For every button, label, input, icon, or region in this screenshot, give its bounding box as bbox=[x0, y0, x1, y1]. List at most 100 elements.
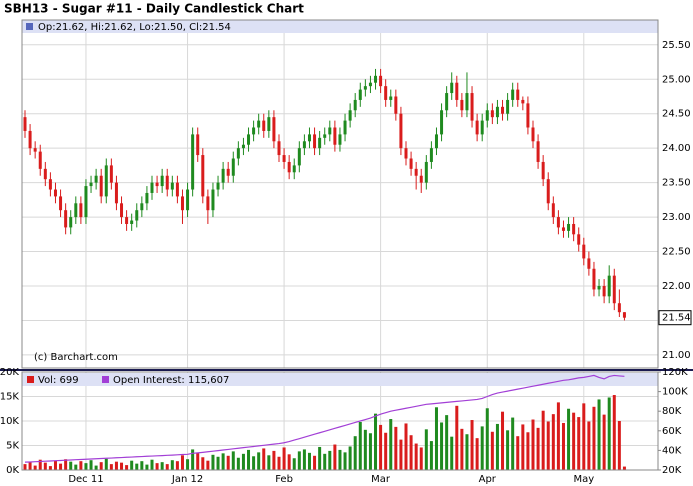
candle-body bbox=[38, 151, 42, 169]
volume-bar bbox=[501, 411, 505, 470]
candle-body bbox=[379, 75, 383, 87]
candle-body bbox=[64, 210, 68, 228]
volume-bar bbox=[297, 451, 301, 470]
volume-bar bbox=[394, 426, 398, 470]
volume-tick-label: 10K bbox=[0, 416, 19, 427]
candle-body bbox=[247, 134, 251, 145]
volume-bar bbox=[155, 463, 159, 470]
volume-bar bbox=[318, 446, 322, 470]
volume-bar bbox=[165, 464, 169, 470]
last-price-label: 21.54 bbox=[662, 313, 691, 324]
volume-tick-label: 5K bbox=[6, 441, 19, 452]
volume-bar bbox=[257, 452, 261, 470]
candle-body bbox=[526, 103, 530, 128]
candle-body bbox=[429, 148, 433, 162]
chart-title: SBH13 - Sugar #11 - Daily Candlestick Ch… bbox=[4, 2, 304, 16]
candle-body bbox=[125, 217, 129, 224]
volume-bar bbox=[384, 432, 388, 470]
y-tick-label: 25.50 bbox=[662, 40, 691, 51]
volume-bar bbox=[429, 441, 433, 470]
volume-bar bbox=[516, 436, 520, 470]
volume-bar bbox=[485, 408, 489, 470]
candle-body bbox=[318, 137, 322, 149]
oi-tick-label: 60K bbox=[662, 426, 682, 437]
volume-bar bbox=[561, 422, 565, 470]
candle-body bbox=[79, 203, 83, 218]
volume-bar bbox=[221, 453, 225, 470]
volume-bar bbox=[572, 412, 576, 470]
volume-bar bbox=[531, 419, 535, 470]
y-tick-label: 21.00 bbox=[662, 350, 691, 361]
volume-bar bbox=[597, 399, 601, 470]
volume-bar bbox=[475, 438, 479, 470]
candle-body bbox=[546, 179, 550, 204]
volume-bar bbox=[379, 424, 383, 470]
candle-body bbox=[191, 134, 195, 190]
volume-bar bbox=[79, 461, 83, 470]
volume-legend-strip bbox=[22, 373, 658, 386]
x-tick-label: Apr bbox=[479, 474, 497, 485]
volume-frame bbox=[21, 371, 659, 471]
volume-bar bbox=[175, 461, 179, 470]
candle-body bbox=[287, 161, 291, 173]
y-tick-label: 23.00 bbox=[662, 212, 691, 223]
y-tick-label: 22.50 bbox=[662, 247, 691, 258]
oi-legend: Open Interest: 115,607 bbox=[113, 375, 229, 386]
candle-body bbox=[109, 165, 113, 183]
volume-bar bbox=[64, 459, 68, 470]
x-tick-label: May bbox=[573, 474, 594, 485]
volume-bar bbox=[363, 429, 367, 470]
volume-bar bbox=[114, 461, 118, 470]
candle-body bbox=[43, 168, 47, 180]
candle-body bbox=[160, 175, 164, 187]
oi-tick-label: 40K bbox=[662, 445, 682, 456]
candle-body bbox=[490, 110, 494, 118]
volume-bar bbox=[201, 457, 205, 470]
candle-body bbox=[572, 223, 576, 235]
candle-body bbox=[114, 182, 118, 204]
candle-body bbox=[307, 134, 311, 142]
oi-tick-label: 120K bbox=[662, 367, 688, 378]
candle-body bbox=[277, 141, 281, 156]
candle-body bbox=[313, 134, 317, 149]
candle-body bbox=[582, 244, 586, 259]
volume-bar bbox=[602, 414, 606, 470]
volume-bar bbox=[109, 464, 113, 470]
candle-body bbox=[470, 93, 474, 121]
volume-bar bbox=[267, 455, 271, 470]
x-tick-label: Dec 11 bbox=[68, 474, 103, 485]
watermark: (c) Barchart.com bbox=[34, 352, 118, 363]
volume-bar bbox=[262, 448, 266, 470]
candle-body bbox=[135, 210, 139, 221]
volume-bar bbox=[480, 426, 484, 470]
candle-body bbox=[226, 168, 230, 176]
candle-body bbox=[241, 144, 245, 149]
candle-body bbox=[399, 113, 403, 149]
volume-bar bbox=[338, 449, 342, 470]
volume-bar bbox=[99, 462, 103, 470]
candle-body bbox=[257, 120, 261, 128]
candle-body bbox=[69, 217, 73, 228]
candle-body bbox=[597, 285, 601, 290]
volume-bar bbox=[399, 439, 403, 470]
candle-body bbox=[53, 189, 57, 197]
volume-bar bbox=[135, 463, 139, 470]
candle-body bbox=[368, 82, 372, 87]
candle-body bbox=[59, 196, 63, 211]
candle-body bbox=[140, 203, 144, 211]
candle-body bbox=[536, 141, 540, 162]
volume-bar bbox=[23, 464, 27, 470]
candle-body bbox=[170, 182, 174, 190]
candle-body bbox=[485, 110, 489, 121]
candle-body bbox=[556, 217, 560, 228]
candle-body bbox=[89, 182, 93, 187]
candle-body bbox=[602, 285, 606, 297]
volume-bar bbox=[551, 414, 555, 470]
candle-body bbox=[94, 175, 98, 183]
x-tick-label: Mar bbox=[371, 474, 391, 485]
candle-body bbox=[617, 303, 621, 313]
candle-body bbox=[567, 223, 571, 231]
volume-bar bbox=[145, 464, 149, 470]
